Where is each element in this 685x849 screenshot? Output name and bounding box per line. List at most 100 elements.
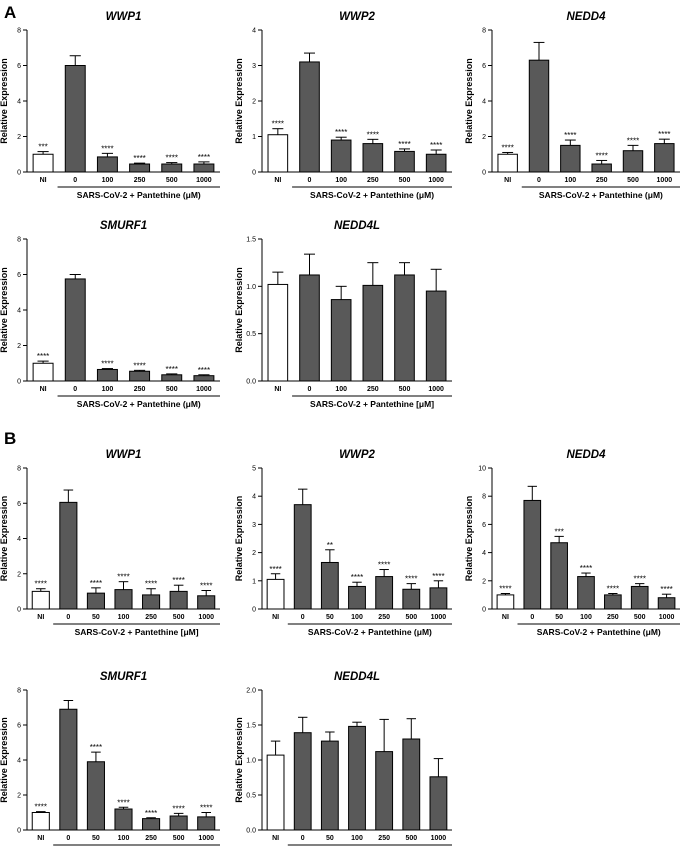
x-tick-label: 1000 — [428, 386, 444, 393]
bar-1000 — [193, 375, 215, 382]
x-axis-title: SARS-CoV-2 + Pantethine (μM) — [537, 627, 661, 637]
y-tick-label: 0.5 — [246, 331, 256, 338]
bar-50 — [320, 740, 339, 831]
significance-label: **** — [101, 360, 113, 369]
x-tick-label: 100 — [580, 614, 592, 621]
y-tick-label: 4 — [482, 99, 486, 106]
x-tick-label: 0 — [73, 177, 77, 184]
significance-label: **** — [198, 366, 210, 375]
bar-500 — [402, 588, 421, 610]
y-tick-label: 4 — [482, 550, 486, 557]
significance-label: **** — [35, 803, 47, 812]
bar-0 — [64, 65, 86, 173]
y-axis-title: Relative Expression — [234, 496, 244, 582]
y-tick-label: 4 — [17, 308, 21, 315]
y-axis-title: Relative Expression — [0, 496, 9, 582]
y-tick-label: 5 — [252, 466, 256, 473]
x-tick-label: 1000 — [198, 614, 214, 621]
bar-100 — [560, 144, 581, 173]
significance-label: *** — [38, 143, 47, 152]
x-tick-label: NI — [274, 177, 281, 184]
y-tick-label: 2 — [17, 793, 21, 800]
y-tick-label: 1.0 — [246, 758, 256, 765]
bar-250 — [375, 576, 394, 610]
y-tick-label: 4 — [17, 758, 21, 765]
y-tick-label: 6 — [482, 63, 486, 70]
significance-label: **** — [432, 572, 444, 581]
chart-a-smurf1: SMURF1 Relative Expression 0 2 4 6 8 **** NI 0 ***… — [0, 220, 220, 409]
bar-500 — [169, 590, 188, 610]
x-tick-label: 250 — [134, 386, 146, 393]
significance-label: **** — [633, 575, 645, 584]
y-tick-label: 0 — [482, 170, 486, 177]
bar-250 — [129, 370, 151, 382]
y-tick-label: 0.0 — [246, 379, 256, 386]
y-tick-label: 6 — [17, 723, 21, 730]
x-tick-label: 250 — [134, 177, 146, 184]
x-tick-label: 0 — [301, 835, 305, 842]
chart-b-nedd4: NEDD4 Relative Expression 0 2 4 6 8 10 **** NI 0 **… — [464, 449, 680, 637]
y-tick-label: 2 — [252, 550, 256, 557]
x-tick-label: 0 — [301, 614, 305, 621]
bar-NI — [266, 754, 285, 831]
bar-500 — [630, 585, 649, 610]
y-tick-label: 3 — [252, 63, 256, 70]
x-tick-label: 100 — [351, 835, 363, 842]
bar-0 — [293, 732, 312, 831]
y-tick-label: 3 — [252, 522, 256, 529]
x-tick-label: 0 — [66, 835, 70, 842]
significance-label: **** — [272, 120, 284, 129]
bar-50 — [550, 542, 568, 610]
significance-label: **** — [198, 153, 210, 162]
x-tick-label: 100 — [118, 835, 130, 842]
bar-1000 — [654, 143, 675, 173]
y-tick-label: 2 — [17, 134, 21, 141]
y-tick-label: 1.0 — [246, 284, 256, 291]
chart-title: NEDD4 — [567, 449, 607, 461]
x-tick-label: NI — [504, 177, 511, 184]
x-tick-label: 250 — [145, 835, 157, 842]
x-tick-label: 50 — [326, 614, 334, 621]
significance-label: **** — [405, 575, 417, 584]
significance-label: **** — [35, 580, 47, 589]
significance-label: **** — [378, 561, 390, 570]
bar-500 — [394, 274, 415, 382]
x-tick-label: 1000 — [431, 614, 447, 621]
y-tick-label: 8 — [482, 28, 486, 35]
significance-label: **** — [172, 576, 184, 585]
bar-100 — [348, 585, 366, 610]
y-tick-label: 4 — [252, 494, 256, 501]
bar-100 — [114, 808, 133, 831]
x-tick-label: 500 — [634, 614, 646, 621]
x-tick-label: 0 — [308, 386, 312, 393]
x-tick-label: 500 — [166, 177, 178, 184]
chart-title: NEDD4 — [567, 11, 607, 23]
y-tick-label: 2.0 — [246, 688, 256, 695]
bar-1000 — [429, 776, 448, 831]
bar-1000 — [425, 153, 447, 173]
bar-0 — [59, 708, 78, 831]
chart-title: WWP1 — [106, 449, 142, 461]
chart-title: SMURF1 — [100, 671, 147, 683]
y-tick-label: 8 — [17, 28, 21, 35]
x-tick-label: 250 — [378, 614, 390, 621]
y-tick-label: 0 — [252, 607, 256, 614]
x-tick-label: 50 — [555, 614, 563, 621]
significance-label: **** — [499, 584, 511, 593]
bar-0 — [293, 504, 312, 610]
bar-250 — [362, 143, 384, 173]
significance-label: ** — [327, 541, 333, 550]
x-tick-label: 0 — [308, 177, 312, 184]
y-tick-label: 1 — [252, 134, 256, 141]
bar-250 — [591, 163, 612, 173]
y-axis-title: Relative Expression — [464, 58, 474, 144]
y-tick-label: 0 — [252, 170, 256, 177]
significance-label: **** — [133, 154, 145, 163]
bar-0 — [299, 61, 320, 173]
y-axis-title: Relative Expression — [0, 717, 9, 803]
x-tick-label: 500 — [405, 835, 417, 842]
significance-label: **** — [627, 136, 639, 145]
significance-label: **** — [133, 361, 145, 370]
x-tick-label: 250 — [378, 835, 390, 842]
